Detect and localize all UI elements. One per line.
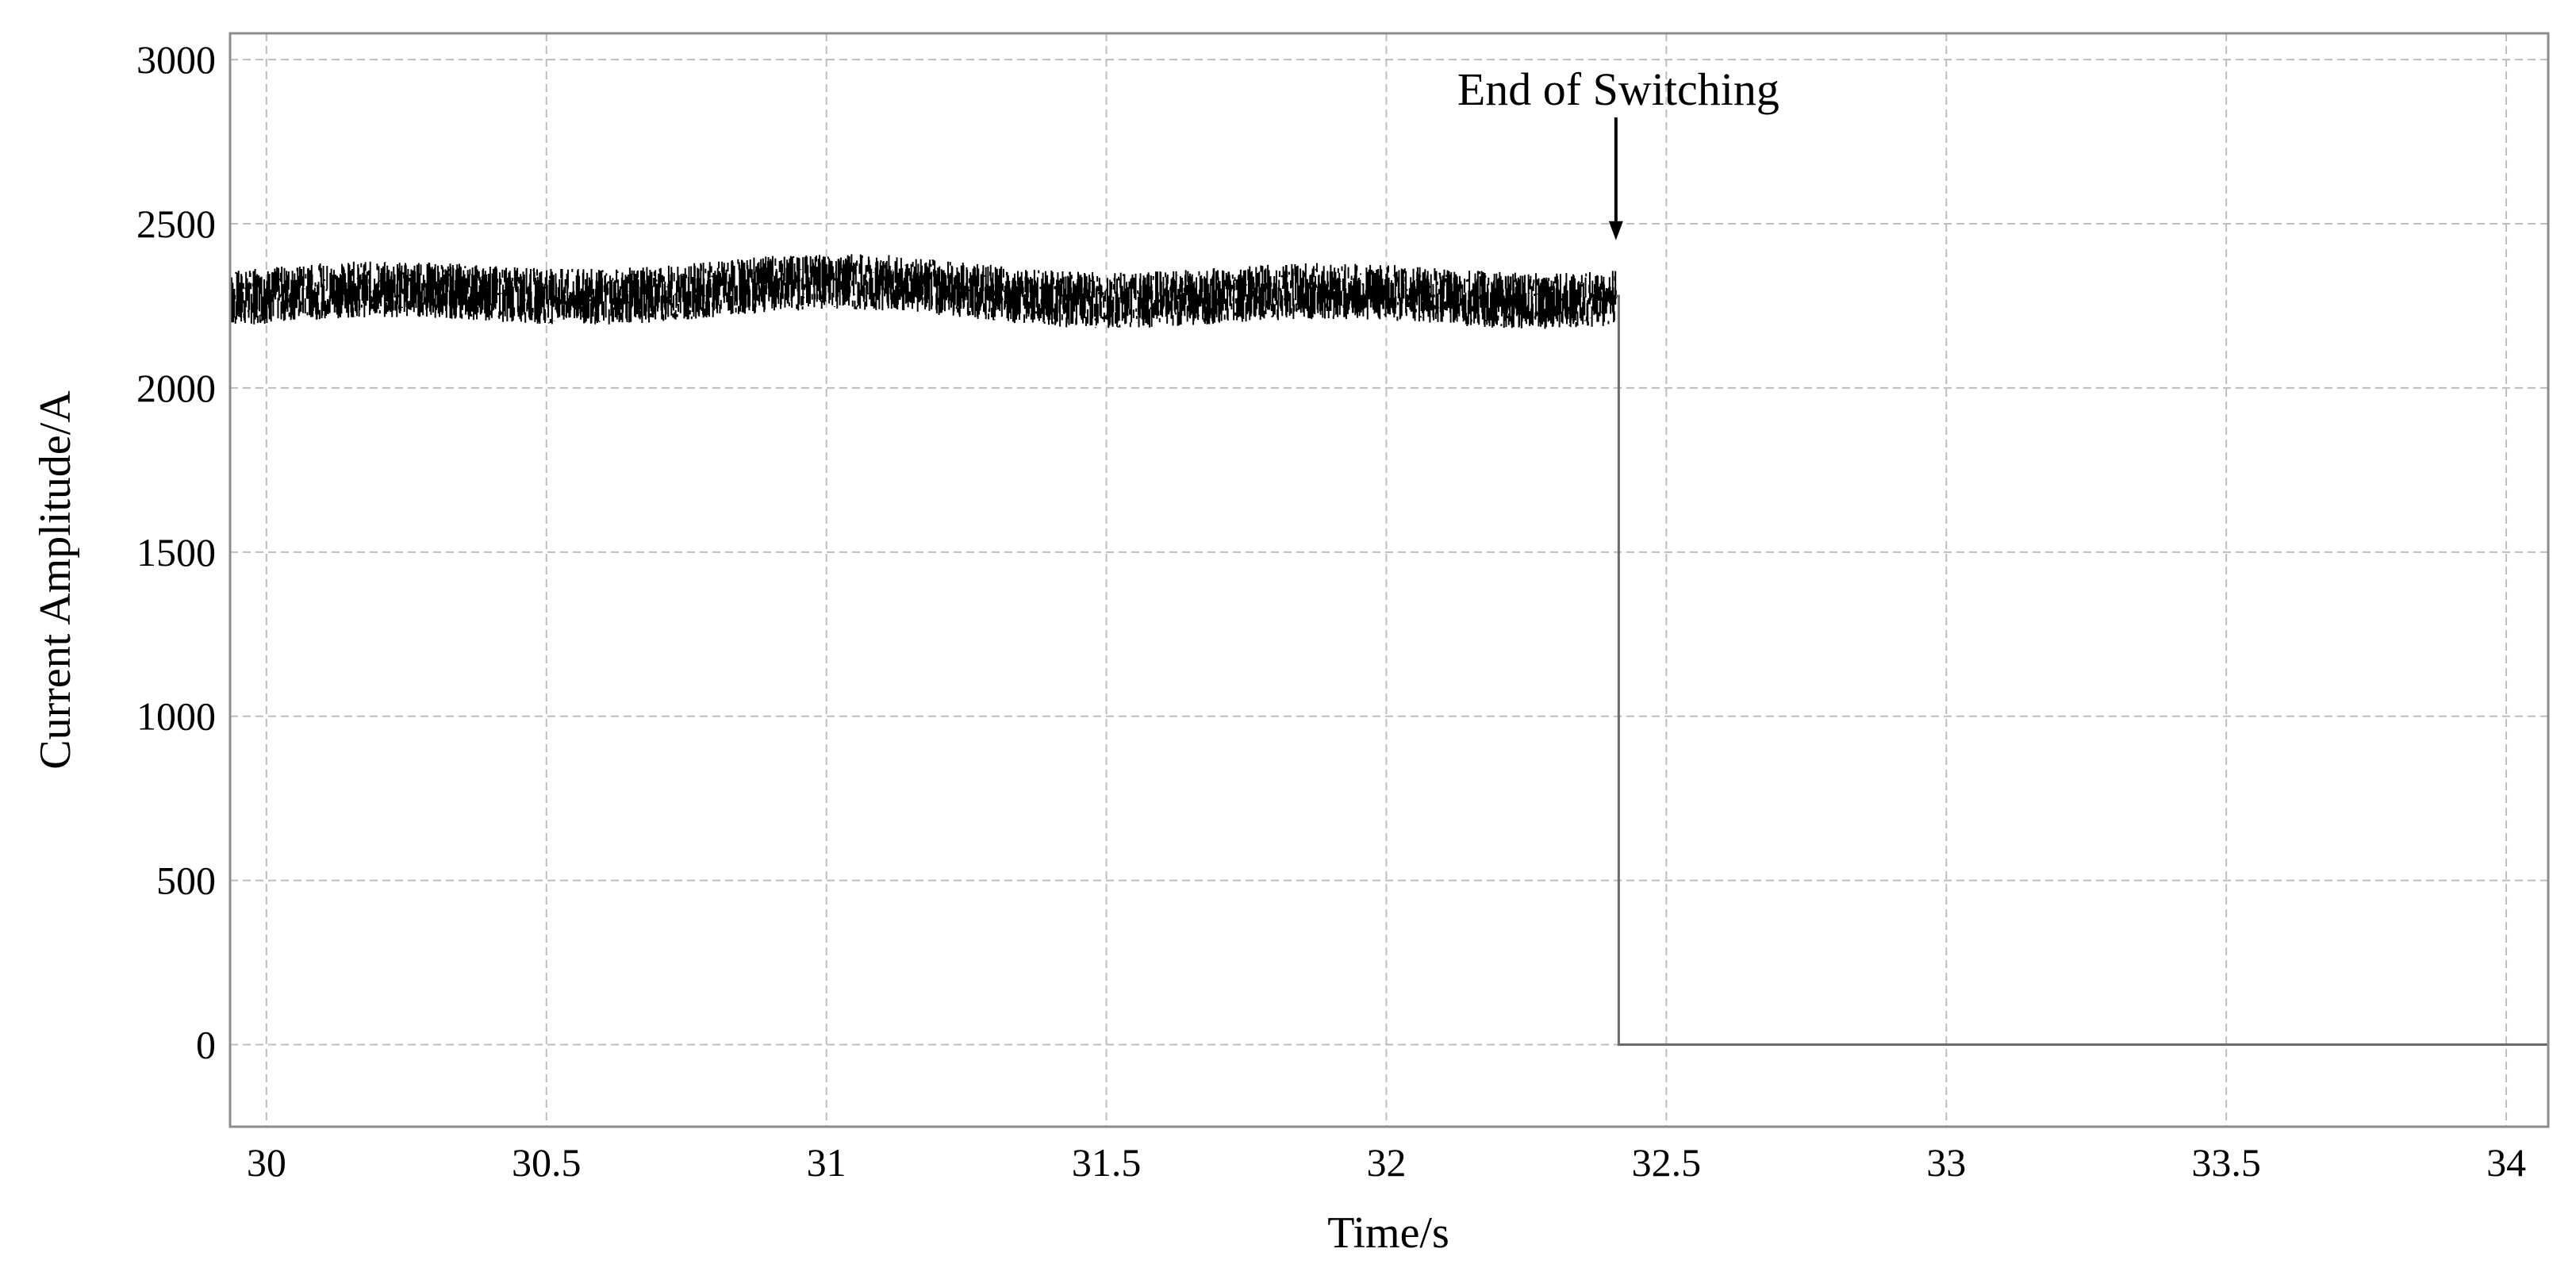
series-line-noisy: [229, 254, 1617, 329]
y-tick-label: 1500: [136, 530, 216, 574]
annotation-arrow-head: [1608, 221, 1623, 240]
y-tick-label: 2500: [136, 202, 216, 246]
x-tick-label: 31: [807, 1140, 847, 1185]
x-tick-label: 32.5: [1632, 1140, 1702, 1185]
x-tick-label: 31.5: [1072, 1140, 1142, 1185]
plot-frame: [228, 32, 2550, 1128]
y-tick-label: 500: [156, 859, 216, 903]
y-tick-label: 1000: [136, 694, 216, 739]
annotation: End of Switching: [1457, 63, 1779, 240]
x-tick-label: 33.5: [2191, 1140, 2261, 1185]
y-tick-label: 2000: [136, 366, 216, 410]
series-line-step: [1615, 294, 2548, 1047]
annotation-text: End of Switching: [1457, 63, 1779, 115]
y-tick-label: 0: [196, 1023, 216, 1067]
series-group: [229, 254, 2548, 1047]
x-tick-label: 34: [2486, 1140, 2526, 1185]
x-axis-label: Time/s: [1327, 1208, 1449, 1258]
x-tick-labels: 30 30.5 31 31.5 32 32.5 33 33.5 34: [247, 1140, 2526, 1185]
x-tick-label: 32: [1366, 1140, 1406, 1185]
grid: [230, 33, 2548, 1127]
x-tick-label: 30.5: [512, 1140, 582, 1185]
y-tick-label: 3000: [136, 37, 216, 82]
x-tick-label: 33: [1926, 1140, 1966, 1185]
x-tick-label: 30: [247, 1140, 286, 1185]
y-axis-label: Current Amplitude/A: [31, 390, 80, 770]
y-tick-labels: 0 500 1000 1500 2000 2500 3000: [136, 37, 216, 1066]
